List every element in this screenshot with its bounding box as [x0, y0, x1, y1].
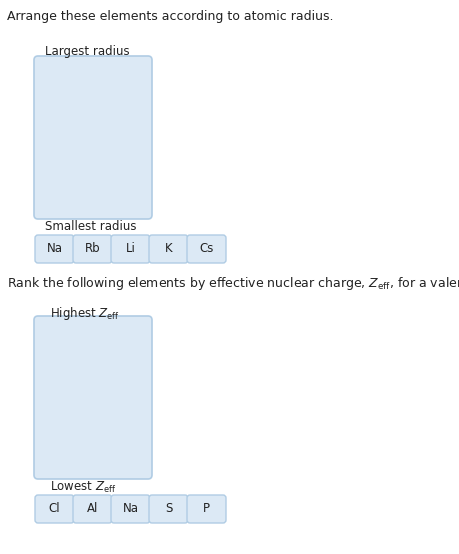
- FancyBboxPatch shape: [73, 495, 112, 523]
- Text: S: S: [164, 502, 172, 516]
- FancyBboxPatch shape: [187, 235, 225, 263]
- Text: K: K: [164, 243, 172, 255]
- FancyBboxPatch shape: [111, 495, 150, 523]
- Text: Cs: Cs: [199, 243, 213, 255]
- FancyBboxPatch shape: [73, 235, 112, 263]
- Text: Smallest radius: Smallest radius: [45, 220, 136, 233]
- FancyBboxPatch shape: [35, 235, 74, 263]
- FancyBboxPatch shape: [187, 495, 225, 523]
- Text: Na: Na: [122, 502, 138, 516]
- Text: Li: Li: [125, 243, 135, 255]
- Text: Highest $Z_{\mathrm{eff}}$: Highest $Z_{\mathrm{eff}}$: [50, 305, 119, 322]
- FancyBboxPatch shape: [149, 235, 188, 263]
- Text: Cl: Cl: [49, 502, 60, 516]
- Text: Rb: Rb: [84, 243, 100, 255]
- Text: Rank the following elements by effective nuclear charge, $Z_{\mathrm{eff}}$, for: Rank the following elements by effective…: [7, 275, 459, 292]
- Text: Lowest $Z_{\mathrm{eff}}$: Lowest $Z_{\mathrm{eff}}$: [50, 480, 116, 495]
- Text: Arrange these elements according to atomic radius.: Arrange these elements according to atom…: [7, 10, 333, 23]
- Text: Al: Al: [87, 502, 98, 516]
- FancyBboxPatch shape: [34, 316, 151, 479]
- Text: Largest radius: Largest radius: [45, 45, 129, 58]
- FancyBboxPatch shape: [35, 495, 74, 523]
- Text: P: P: [202, 502, 210, 516]
- FancyBboxPatch shape: [34, 56, 151, 219]
- FancyBboxPatch shape: [149, 495, 188, 523]
- Text: Na: Na: [46, 243, 62, 255]
- FancyBboxPatch shape: [111, 235, 150, 263]
